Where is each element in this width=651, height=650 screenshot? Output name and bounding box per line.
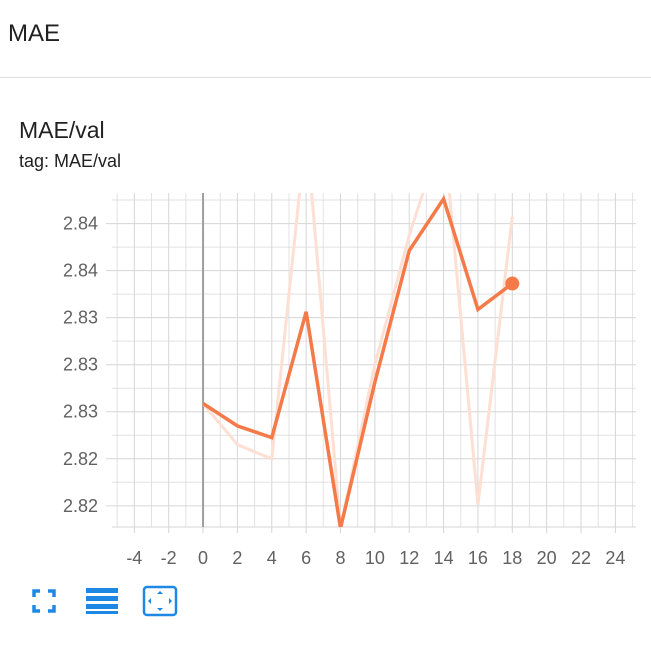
grid xyxy=(106,193,636,533)
chart-toolbar xyxy=(32,583,198,619)
y-tick-label: 2.83 xyxy=(63,308,98,328)
y-tick-label: 2.82 xyxy=(63,496,98,516)
smoothed-series xyxy=(202,194,520,527)
y-tick-label: 2.83 xyxy=(63,402,98,422)
x-tick-label: 16 xyxy=(468,548,488,568)
x-tick-label: -2 xyxy=(161,548,177,568)
y-tick-label: 2.84 xyxy=(63,261,98,281)
x-tick-label: -4 xyxy=(126,548,142,568)
x-tick-label: 20 xyxy=(537,548,557,568)
x-tick-label: 6 xyxy=(301,548,311,568)
raw-series xyxy=(201,193,514,527)
x-tick-label: 24 xyxy=(605,548,625,568)
fullscreen-icon xyxy=(32,589,56,613)
x-tick-label: 14 xyxy=(434,548,454,568)
section-header: MAE xyxy=(0,0,651,78)
card-title: MAE/val xyxy=(19,117,105,143)
section-title: MAE xyxy=(8,20,61,47)
x-tick-label: 4 xyxy=(267,548,277,568)
card-tag: tag: MAE/val xyxy=(19,151,122,171)
x-tick-label: 2 xyxy=(232,548,242,568)
toggle-log-scale-button[interactable] xyxy=(82,583,122,619)
x-tick-label: 0 xyxy=(198,548,208,568)
x-tick-label: 12 xyxy=(399,548,419,568)
y-tick-label: 2.82 xyxy=(63,449,98,469)
y-tick-label: 2.84 xyxy=(63,214,98,234)
fullscreen-button[interactable] xyxy=(24,583,64,619)
x-tick-label: 18 xyxy=(502,548,522,568)
smoothed-series-line xyxy=(202,194,514,527)
line-chart[interactable]: 2.822.822.832.832.832.842.84-4 -2 0 2 4 6 8 10 1… xyxy=(0,180,651,580)
x-tick-label: 8 xyxy=(335,548,345,568)
fit-domain-icon xyxy=(142,585,178,617)
hover-point-marker xyxy=(505,276,520,291)
y-tick-label: 2.83 xyxy=(63,355,98,375)
x-tick-label: 10 xyxy=(365,548,385,568)
axes xyxy=(112,193,636,528)
x-tick-label: 22 xyxy=(571,548,591,568)
fit-domain-button[interactable] xyxy=(140,583,180,619)
raw-series-line xyxy=(201,193,514,527)
toggle-log-scale-icon xyxy=(86,588,118,614)
tick-labels: 2.822.822.832.832.832.842.84-4 -2 0 2 4 6 8 10 1… xyxy=(63,214,625,568)
